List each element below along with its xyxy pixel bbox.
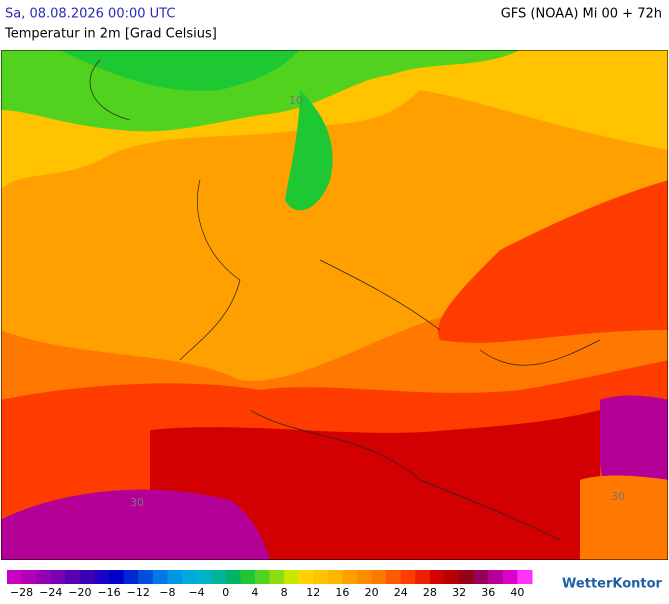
legend-swatch xyxy=(94,570,110,584)
model-run: GFS (NOAA) Mi 00 + 72h xyxy=(501,7,662,22)
contour-label: 30 xyxy=(611,490,625,503)
contour-label: 30 xyxy=(130,496,144,509)
legend-swatch xyxy=(152,570,168,584)
legend-swatch xyxy=(211,570,227,584)
legend-tick-label: −28 xyxy=(10,586,33,599)
legend-swatch xyxy=(65,570,81,584)
legend-tick-label: 24 xyxy=(394,586,408,599)
legend-swatch xyxy=(400,570,416,584)
legend-tick-label: 20 xyxy=(365,586,379,599)
legend-swatch xyxy=(517,570,533,584)
legend-swatch xyxy=(79,570,95,584)
legend-tick-label: −12 xyxy=(127,586,150,599)
logo: WetterKontor xyxy=(562,577,663,592)
legend-swatch xyxy=(225,570,241,584)
legend-swatch xyxy=(298,570,314,584)
legend-swatch xyxy=(240,570,256,584)
legend-swatch xyxy=(386,570,402,584)
legend-swatch xyxy=(196,570,212,584)
contour-label: 10 xyxy=(289,94,303,107)
legend-swatch xyxy=(502,570,518,584)
legend-swatch xyxy=(109,570,125,584)
legend-swatch xyxy=(269,570,285,584)
legend-tick-label: 8 xyxy=(281,586,288,599)
legend-swatch xyxy=(313,570,329,584)
legend-swatch xyxy=(182,570,198,584)
subtitle: Temperatur in 2m [Grad Celsius] xyxy=(4,27,217,42)
legend-swatch xyxy=(444,570,460,584)
legend-swatch xyxy=(138,570,154,584)
legend-swatch xyxy=(167,570,183,584)
legend-swatch xyxy=(50,570,66,584)
map: 10 30 30 xyxy=(1,50,668,560)
legend-swatch xyxy=(459,570,475,584)
legend-swatch xyxy=(21,570,37,584)
legend-swatch xyxy=(342,570,358,584)
legend-swatch xyxy=(371,570,387,584)
legend-tick-label: −20 xyxy=(68,586,91,599)
legend-swatch xyxy=(429,570,445,584)
legend-tick-label: −8 xyxy=(159,586,175,599)
legend-tick-label: −16 xyxy=(97,586,120,599)
legend-tick-label: 40 xyxy=(510,586,524,599)
legend-tick-label: 28 xyxy=(423,586,437,599)
legend-tick-label: −24 xyxy=(39,586,62,599)
legend-swatch xyxy=(415,570,431,584)
legend-swatch xyxy=(284,570,300,584)
legend-tick-label: −4 xyxy=(188,586,204,599)
legend-swatch xyxy=(36,570,52,584)
legend-swatch xyxy=(327,570,343,584)
legend-tick-label: 16 xyxy=(335,586,349,599)
legend-swatch xyxy=(123,570,139,584)
legend-tick-label: 12 xyxy=(306,586,320,599)
legend-swatch xyxy=(488,570,504,584)
legend-tick-label: 0 xyxy=(222,586,229,599)
legend-swatch xyxy=(473,570,489,584)
legend-swatch xyxy=(7,570,23,584)
color-legend: −28 −24 −20 −16 −12 −8 −4 0 4 8 12 16 20 24 28 32 36 40 xyxy=(7,570,533,599)
legend-tick-label: 32 xyxy=(452,586,466,599)
legend-tick-label: 36 xyxy=(481,586,495,599)
legend-swatch xyxy=(254,570,270,584)
legend-tick-label: 4 xyxy=(251,586,258,599)
datetime: Sa, 08.08.2026 00:00 UTC xyxy=(5,7,175,22)
legend-swatch xyxy=(357,570,373,584)
